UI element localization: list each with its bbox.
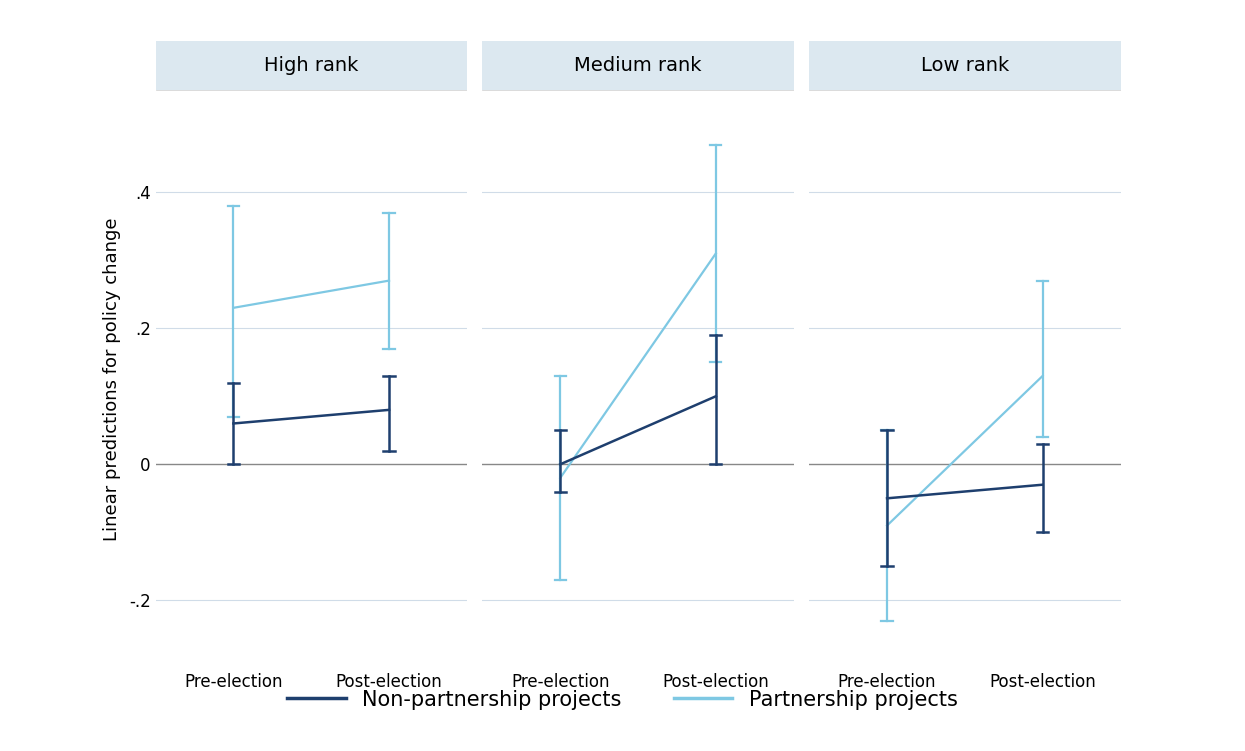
Y-axis label: Linear predictions for policy change: Linear predictions for policy change <box>102 218 121 541</box>
Text: Low rank: Low rank <box>921 56 1008 75</box>
FancyBboxPatch shape <box>156 41 467 90</box>
FancyBboxPatch shape <box>809 41 1120 90</box>
FancyBboxPatch shape <box>483 41 794 90</box>
Text: Medium rank: Medium rank <box>574 56 702 75</box>
Legend: Non-partnership projects, Partnership projects: Non-partnership projects, Partnership pr… <box>279 681 966 718</box>
Text: High rank: High rank <box>264 56 359 75</box>
